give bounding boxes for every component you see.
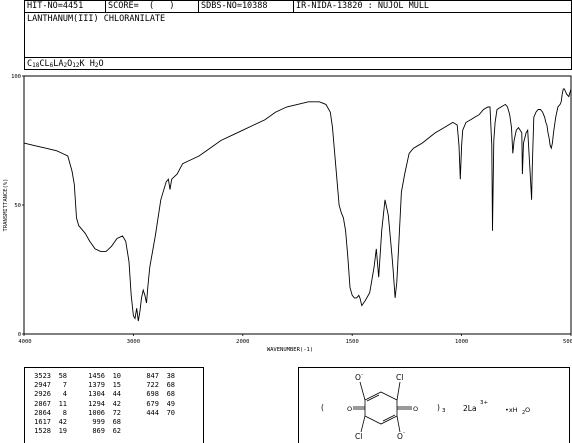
header-divider	[198, 1, 199, 12]
top-chlorine: Cl	[396, 373, 403, 382]
peak-entry: 444 70	[146, 408, 175, 417]
header-divider	[293, 1, 294, 12]
peak-entry: 2947 7	[34, 381, 67, 390]
sdbs-number: SDBS-NO=10388	[201, 1, 268, 11]
peak-entry: 1617 42	[34, 418, 67, 427]
peak-entry: 2867 11	[34, 399, 67, 408]
water-oxygen: O	[525, 406, 530, 414]
x-tick-label: 2000	[236, 339, 249, 345]
x-axis-label: WAVENUMBER(-1)	[267, 347, 313, 353]
right-carbonyl-oxygen: O	[413, 405, 418, 413]
x-tick-label: 4000	[18, 339, 31, 345]
y-tick-label: 0	[18, 332, 21, 338]
formula-cl-count: 6	[49, 62, 54, 69]
chemical-structure-box: ( ) 3 O - Cl Cl O - O O 2La 3+ •xH 2 O	[298, 367, 570, 443]
formula-cl: CL	[39, 59, 50, 69]
compound-name: LANTHANUM(III) CHLORANILATE	[27, 14, 166, 24]
molecular-formula: C18CL6LA2O12K H2O	[27, 59, 104, 71]
peak-entry: 698 68	[146, 390, 175, 399]
top-oxygen-charge: -	[361, 372, 363, 378]
chloranilate-structure: ( ) 3 O - Cl Cl O - O O 2La 3+ •xH 2 O	[321, 372, 530, 441]
peak-entry: 847 38	[146, 372, 175, 380]
peak-entry: 1006 72	[88, 408, 121, 417]
formula-c: C	[27, 59, 33, 69]
plot-frame	[23, 75, 572, 335]
peak-entry: 869 62	[92, 427, 121, 436]
ring-hexagon	[364, 391, 398, 425]
peak-entry: 999 68	[92, 418, 121, 427]
peak-entry: 722 68	[146, 381, 175, 390]
water-h-count: 2	[522, 410, 525, 416]
y-tick-label: 50	[14, 203, 21, 209]
y-axis-ticks: 0 50 100	[11, 74, 24, 338]
formula-h-count: 2	[94, 62, 99, 69]
formula-la: LA	[53, 59, 64, 69]
open-paren: (	[321, 403, 324, 412]
hit-number: HIT-NO=4451	[27, 1, 84, 11]
lanthanum-charge: 3+	[480, 400, 488, 406]
x-tick-label: 1000	[455, 339, 468, 345]
bottom-chlorine: Cl	[355, 432, 362, 441]
x-tick-label: 1500	[346, 339, 359, 345]
bond-to-bottom-oxygen	[396, 415, 401, 433]
formula-o-count: 12	[72, 62, 80, 69]
bond-to-top-chlorine	[396, 381, 401, 401]
ring-double-bond	[382, 414, 396, 422]
bond-to-top-oxygen	[359, 381, 366, 401]
formula-rest: K H	[79, 59, 95, 69]
ring-double-bond	[366, 394, 380, 402]
score: SCORE= ( )	[108, 1, 175, 11]
peak-column-3: 847 38 722 68 698 68 679 49 444 70	[139, 372, 175, 418]
peak-entry: 2864 8	[34, 408, 67, 417]
top-oxygen: O	[355, 373, 361, 382]
peak-entry: 1304 44	[88, 390, 121, 399]
water-of-hydration-label: •xH	[505, 406, 518, 414]
header-divider	[105, 1, 106, 12]
peak-entry: 1379 15	[88, 381, 121, 390]
peak-entry: 3523 58	[34, 372, 67, 380]
y-tick-label: 100	[11, 74, 21, 80]
left-carbonyl-oxygen: O	[347, 405, 352, 413]
x-tick-label: 500	[563, 339, 572, 345]
x-tick-label: 3000	[127, 339, 140, 345]
transmittance-series-line	[23, 88, 572, 322]
bottom-oxygen: O	[397, 432, 403, 441]
x-axis-ticks: 4000 3000 2000 1500 1000 500	[18, 334, 572, 345]
formula-la-count: 2	[63, 62, 68, 69]
ir-code: IR-NIDA-13820 : NUJOL MULL	[296, 1, 430, 11]
formula-tail: O	[98, 59, 104, 69]
header-id-row: HIT-NO=4451 SCORE= ( ) SDBS-NO=10388 IR-…	[25, 1, 571, 13]
formula-c-count: 18	[32, 62, 40, 69]
spectrum-header: HIT-NO=4451 SCORE= ( ) SDBS-NO=10388 IR-…	[24, 0, 572, 70]
paren-subscript: 3	[442, 408, 446, 414]
peak-column-1: 3523 58 2947 7 2926 4 2867 11 2864 8 1617 42 1…	[31, 372, 67, 436]
ring-bonds	[353, 381, 412, 433]
peak-entry: 679 49	[146, 399, 175, 408]
peak-entry: 1456 10	[88, 372, 121, 380]
bond-to-bottom-chlorine	[360, 415, 366, 433]
y-axis-label: TRANSMITTANCE(%)	[3, 179, 9, 232]
peak-column-2: 1456 10 1379 15 1304 44 1294 42 1006 72 999 68…	[85, 372, 121, 436]
formula-o: O	[67, 59, 73, 69]
lanthanum-label: 2La	[463, 404, 477, 413]
ir-spectrum-chart: 4000 3000 2000 1500 1000 500 0 50 100 WAVENUMBE…	[3, 74, 572, 353]
peak-entry: 2926 4	[34, 390, 67, 399]
peak-entry: 1294 42	[88, 399, 121, 408]
peak-table: 3523 58 2947 7 2926 4 2867 11 2864 8 1617 42 1…	[24, 367, 204, 443]
close-paren: )	[437, 403, 440, 412]
peak-entry: 1528 19	[34, 427, 67, 436]
bottom-oxygen-charge: -	[403, 430, 405, 436]
formula-row: C18CL6LA2O12K H2O	[25, 57, 571, 70]
